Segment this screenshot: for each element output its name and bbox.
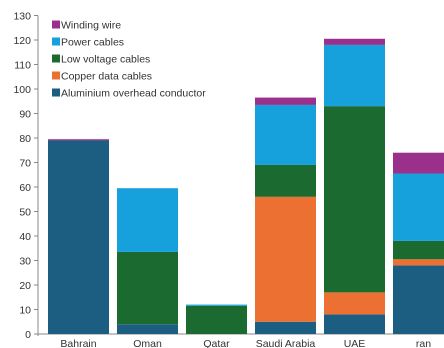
legend-swatch	[52, 54, 60, 63]
y-tick-label: 70	[19, 157, 31, 169]
legend-label: Aluminium overhead conductor	[61, 88, 206, 100]
y-tick-label: 40	[19, 231, 31, 243]
y-tick-label: 100	[13, 84, 31, 96]
bar-segment	[186, 304, 247, 306]
bar-segment	[324, 38, 385, 45]
y-tick-label: 120	[13, 35, 31, 47]
y-tick-label: 130	[13, 10, 31, 22]
bar-segment	[255, 104, 316, 165]
bar-segment	[393, 259, 444, 266]
y-tick-label: 80	[19, 133, 31, 145]
y-tick-label: 50	[19, 206, 31, 218]
y-tick-label: 60	[19, 182, 31, 194]
bar-segment	[117, 251, 178, 325]
bar-segment	[48, 139, 109, 141]
legend-label: Power cables	[61, 37, 124, 49]
bar-segment	[255, 164, 316, 197]
x-tick-label: UAE	[344, 338, 366, 348]
bar-segment	[393, 265, 444, 334]
x-tick-label: Oman	[133, 338, 162, 348]
legend-swatch	[52, 20, 60, 29]
y-tick-label: 110	[14, 59, 31, 71]
y-tick-label: 20	[19, 280, 31, 292]
bar-segment	[117, 188, 178, 252]
bar-segment	[186, 305, 247, 334]
bar-segment	[324, 106, 385, 293]
x-tick-label: Bahrain	[60, 338, 96, 348]
legend-swatch	[52, 37, 60, 46]
legend-label: Low voltage cables	[61, 54, 150, 66]
axis-layer: 0 10 20 30 40 50 60 70 80 90 100 110 120 130 Bahrain Om…	[13, 10, 444, 348]
legend-swatch	[52, 88, 60, 97]
bar-segment	[324, 314, 385, 334]
bar-segment	[48, 140, 109, 334]
bar-segment	[324, 44, 385, 107]
bar-segment	[393, 240, 444, 260]
x-tick-label: ran	[416, 338, 431, 348]
bar-segment	[117, 324, 178, 334]
x-tick-label: Qatar	[203, 338, 230, 348]
y-tick-label: 0	[25, 329, 31, 341]
y-tick-label: 30	[19, 255, 31, 267]
y-tick-label: 90	[19, 108, 31, 120]
bar-segment	[393, 152, 444, 174]
bar-segment	[255, 196, 316, 322]
y-tick-label: 10	[19, 304, 31, 316]
bars-layer	[48, 38, 444, 334]
legend-label: Winding wire	[61, 20, 121, 32]
bar-segment	[255, 97, 316, 105]
legend-label: Copper data cables	[61, 71, 152, 83]
bar-segment	[393, 173, 444, 241]
bar-segment	[255, 321, 316, 334]
legend: Winding wire Power cables Low voltage cabl…	[52, 20, 206, 100]
legend-swatch	[52, 71, 60, 80]
bar-segment	[324, 292, 385, 315]
x-tick-label: Saudi Arabia	[256, 338, 316, 348]
